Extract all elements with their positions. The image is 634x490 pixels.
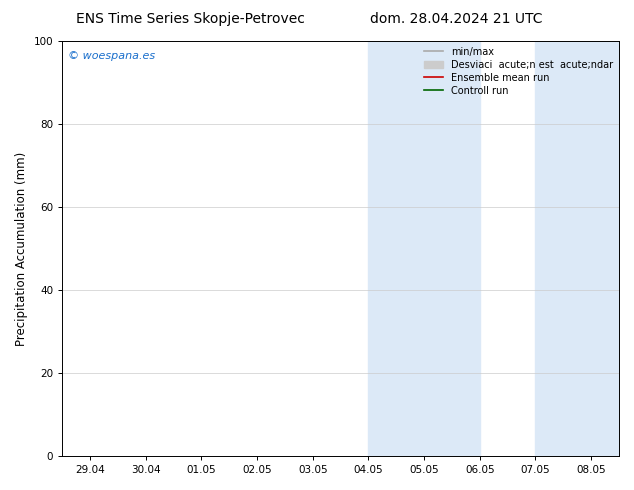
Legend: min/max, Desviaci  acute;n est  acute;ndar, Ensemble mean run, Controll run: min/max, Desviaci acute;n est acute;ndar…	[420, 43, 617, 99]
Text: © woespana.es: © woespana.es	[68, 51, 155, 61]
Y-axis label: Precipitation Accumulation (mm): Precipitation Accumulation (mm)	[15, 151, 28, 345]
Bar	[368, 41, 480, 456]
Text: dom. 28.04.2024 21 UTC: dom. 28.04.2024 21 UTC	[370, 12, 543, 26]
Text: ENS Time Series Skopje-Petrovec: ENS Time Series Skopje-Petrovec	[75, 12, 305, 26]
Bar	[536, 41, 619, 456]
